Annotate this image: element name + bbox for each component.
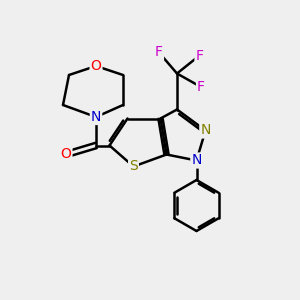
Text: N: N <box>200 124 211 137</box>
Text: N: N <box>191 154 202 167</box>
Text: N: N <box>91 110 101 124</box>
Text: F: F <box>155 46 163 59</box>
Text: O: O <box>91 59 101 73</box>
Text: O: O <box>61 148 71 161</box>
Text: F: F <box>196 49 203 62</box>
Text: S: S <box>129 160 138 173</box>
Text: F: F <box>197 80 205 94</box>
